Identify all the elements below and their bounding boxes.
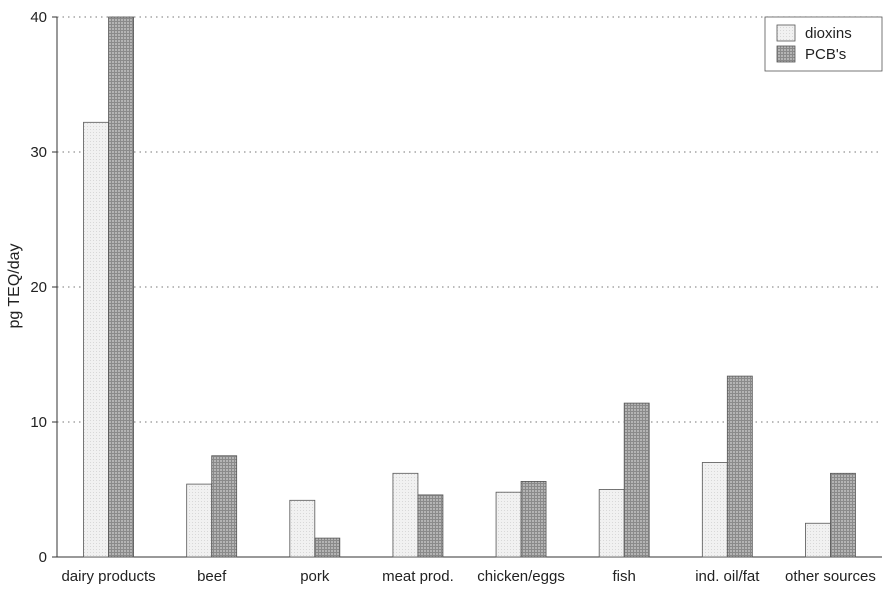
bar-pcbs (623, 402, 650, 558)
x-tick-label: fish (613, 568, 636, 585)
bar-dioxins (805, 522, 831, 558)
grid-lines (57, 16, 882, 423)
x-tick-label: dairy products (61, 568, 155, 585)
y-tick-label: 0 (39, 549, 47, 566)
x-tick-label: beef (197, 568, 227, 585)
x-tick-label: ind. oil/fat (695, 568, 760, 585)
bar-dioxins (392, 472, 419, 558)
bar-dioxins (598, 489, 625, 558)
bar-dioxins (701, 462, 728, 558)
legend-label: dioxins (805, 25, 852, 42)
legend-label: PCB's (805, 46, 846, 63)
bar-dioxins (186, 483, 213, 558)
bar-pcbs (417, 494, 444, 558)
tick-labels: 0 10 20 30 40 dairy products beef pork meat prod… (30, 9, 876, 585)
bar-dioxins (289, 499, 316, 558)
y-axis-label: pg TEQ/day (6, 243, 23, 328)
y-tick-label: 20 (30, 279, 47, 296)
y-tick-label: 40 (30, 9, 47, 26)
bars (83, 16, 856, 558)
legend-swatch-dioxins (776, 24, 796, 42)
y-tick-label: 10 (30, 414, 47, 431)
bar-dioxins (83, 121, 109, 558)
x-tick-label: chicken/eggs (477, 568, 565, 585)
bar-pcbs (830, 472, 856, 558)
bar-pcbs (211, 455, 238, 558)
bar-pcbs (314, 537, 341, 558)
bar-dioxins (495, 491, 522, 558)
x-tick-label: meat prod. (382, 568, 454, 585)
legend: dioxins PCB's (764, 16, 883, 72)
bar-pcbs (108, 16, 134, 558)
bar-pcbs (520, 480, 547, 558)
x-tick-label: other sources (785, 568, 876, 585)
y-tick-label: 30 (30, 144, 47, 161)
x-tick-label: pork (300, 568, 330, 585)
bar-pcbs (726, 375, 753, 558)
legend-swatch-pcbs (776, 45, 796, 63)
axes (52, 16, 882, 558)
